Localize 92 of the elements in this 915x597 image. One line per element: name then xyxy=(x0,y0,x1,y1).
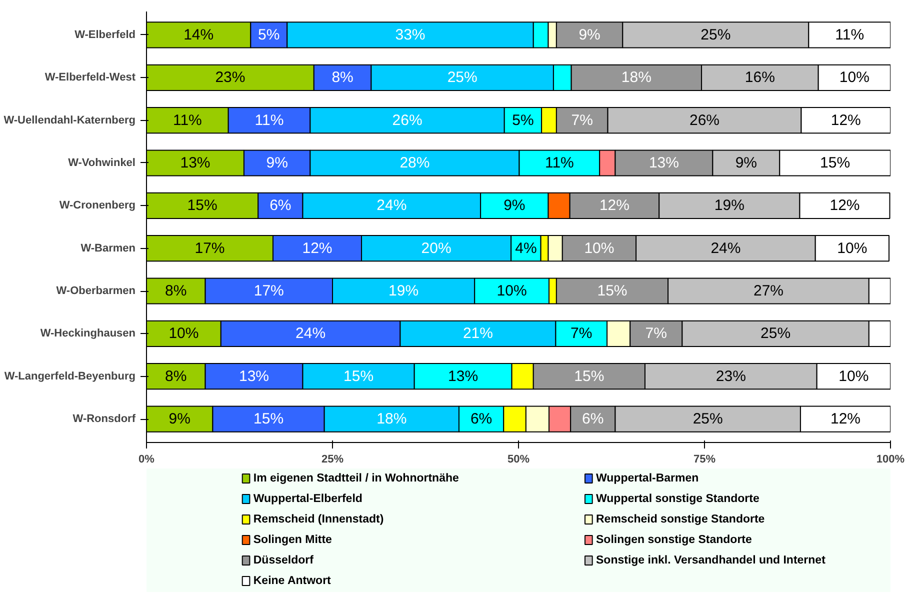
data-label: 11% xyxy=(172,112,202,129)
legend-label: Keine Antwort xyxy=(253,575,332,587)
data-label: 24% xyxy=(710,240,741,257)
data-label: 7% xyxy=(570,325,592,342)
x-tick-label: 100% xyxy=(876,454,905,466)
data-label: 9% xyxy=(504,197,526,214)
legend-label: Wuppertal sonstige Standorte xyxy=(596,493,760,505)
data-label: 15% xyxy=(187,197,218,214)
data-label: 23% xyxy=(215,69,246,86)
data-label: 21% xyxy=(462,325,493,342)
y-tick-label: W-Oberbarmen xyxy=(56,285,136,298)
data-label: 7% xyxy=(571,112,593,129)
data-label: 24% xyxy=(296,325,326,342)
y-tick-label: W-Elberfeld-West xyxy=(44,72,136,84)
data-label: 15% xyxy=(574,368,604,385)
data-label: 10% xyxy=(496,282,527,300)
data-label: 12% xyxy=(830,112,861,129)
data-label: 10% xyxy=(584,240,614,257)
data-label: 33% xyxy=(395,26,426,44)
data-label: 13% xyxy=(648,154,679,172)
data-label: 17% xyxy=(254,282,284,300)
x-tick-label: 0% xyxy=(138,454,155,466)
data-label: 19% xyxy=(388,282,419,300)
data-label: 13% xyxy=(448,368,478,385)
data-label: 12% xyxy=(302,240,332,257)
data-label: 4% xyxy=(515,240,537,257)
data-label: 26% xyxy=(392,112,422,129)
data-label: 25% xyxy=(447,69,478,86)
data-label: 23% xyxy=(716,368,746,385)
data-label: 25% xyxy=(760,325,791,342)
legend-label: Wuppertal-Elberfeld xyxy=(253,493,362,505)
y-tick-label: W-Barmen xyxy=(80,242,136,254)
data-label: 6% xyxy=(270,197,292,214)
data-label: 11% xyxy=(254,112,284,129)
data-label: 13% xyxy=(180,154,210,172)
y-tick-label: W-Heckinghausen xyxy=(40,328,136,340)
data-label: 13% xyxy=(238,368,270,385)
data-label: 10% xyxy=(168,325,199,342)
data-label: 25% xyxy=(700,26,731,44)
data-label: 12% xyxy=(599,197,630,214)
data-label: 25% xyxy=(692,410,723,428)
x-tick-label: 75% xyxy=(693,454,716,466)
data-label: 15% xyxy=(820,154,850,172)
data-label: 8% xyxy=(165,282,187,300)
data-label: 17% xyxy=(194,240,225,257)
data-label: 9% xyxy=(266,154,288,172)
data-label: 15% xyxy=(344,368,374,385)
y-tick-label: W-Ronsdorf xyxy=(72,413,136,426)
data-label: 9% xyxy=(735,154,758,172)
data-label: 10% xyxy=(837,240,868,257)
legend-label: Düsseldorf xyxy=(253,554,314,566)
data-label: 9% xyxy=(168,410,190,428)
data-label: 18% xyxy=(621,69,652,86)
data-label: 12% xyxy=(830,197,860,214)
data-label: 7% xyxy=(645,325,667,342)
data-label: 5% xyxy=(258,26,280,44)
data-label: 12% xyxy=(830,410,861,428)
data-label: 10% xyxy=(839,69,870,86)
y-tick-label: W-Vohwinkel xyxy=(68,156,136,169)
data-label: 18% xyxy=(376,410,407,428)
y-tick-label: W-Elberfeld xyxy=(74,28,136,41)
data-label: 8% xyxy=(332,69,354,86)
legend-label: Sonstige inkl. Versandhandel und Internet xyxy=(596,554,826,566)
data-label: 6% xyxy=(470,410,492,428)
data-label: 8% xyxy=(165,368,187,385)
data-label: 24% xyxy=(376,197,407,214)
data-label: 15% xyxy=(254,410,284,428)
data-label: 15% xyxy=(597,282,628,300)
data-label: 10% xyxy=(838,368,869,385)
legend-label: Remscheid (Innenstadt) xyxy=(253,514,384,526)
data-label: 27% xyxy=(753,282,784,300)
data-label: 11% xyxy=(835,26,864,44)
data-label: 9% xyxy=(578,26,600,44)
data-label: 28% xyxy=(400,154,430,172)
data-label: 11% xyxy=(544,154,574,172)
data-label: 16% xyxy=(744,69,775,86)
legend-label: Wuppertal-Barmen xyxy=(596,472,699,484)
legend-label: Solingen sonstige Standorte xyxy=(596,534,752,546)
y-tick-label: W-Langerfeld-Beyenburg xyxy=(4,370,136,382)
legend-label: Solingen Mitte xyxy=(253,534,332,546)
data-label: 5% xyxy=(512,112,534,129)
x-tick-label: 50% xyxy=(507,454,530,466)
x-tick-label: 25% xyxy=(321,454,344,466)
y-tick-label: W-Uellendahl-Katernberg xyxy=(4,114,136,126)
data-label: 26% xyxy=(689,112,720,129)
data-label: 19% xyxy=(714,197,744,214)
y-tick-label: W-Cronenberg xyxy=(59,200,136,212)
data-label: 6% xyxy=(582,410,604,428)
legend-label: Remscheid sonstige Standorte xyxy=(596,514,765,526)
data-label: 14% xyxy=(184,26,214,44)
data-label: 20% xyxy=(421,240,452,257)
legend-label: Im eigenen Stadtteil / in Wohnortnähe xyxy=(253,472,459,484)
